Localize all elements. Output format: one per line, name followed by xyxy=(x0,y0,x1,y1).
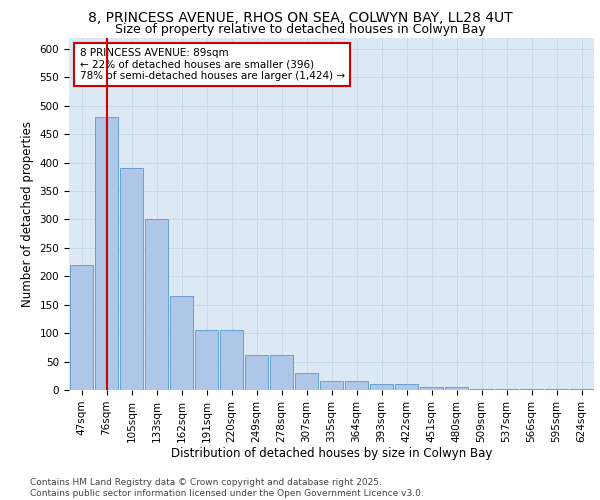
Bar xyxy=(545,389,568,390)
Bar xyxy=(295,373,319,390)
Bar xyxy=(119,168,143,390)
Bar xyxy=(245,355,268,390)
Bar xyxy=(70,265,94,390)
Bar xyxy=(95,117,118,390)
Text: 8, PRINCESS AVENUE, RHOS ON SEA, COLWYN BAY, LL28 4UT: 8, PRINCESS AVENUE, RHOS ON SEA, COLWYN … xyxy=(88,11,512,25)
Bar xyxy=(220,330,244,390)
Bar xyxy=(494,389,518,390)
Bar xyxy=(170,296,193,390)
Text: 8 PRINCESS AVENUE: 89sqm
← 22% of detached houses are smaller (396)
78% of semi-: 8 PRINCESS AVENUE: 89sqm ← 22% of detach… xyxy=(79,48,344,82)
Bar xyxy=(370,384,394,390)
Bar xyxy=(445,387,469,390)
Bar xyxy=(344,382,368,390)
Bar xyxy=(320,382,343,390)
Bar xyxy=(194,330,218,390)
Bar xyxy=(269,355,293,390)
Bar xyxy=(145,220,169,390)
Text: Size of property relative to detached houses in Colwyn Bay: Size of property relative to detached ho… xyxy=(115,22,485,36)
Bar xyxy=(569,389,593,390)
Text: Contains HM Land Registry data © Crown copyright and database right 2025.
Contai: Contains HM Land Registry data © Crown c… xyxy=(30,478,424,498)
X-axis label: Distribution of detached houses by size in Colwyn Bay: Distribution of detached houses by size … xyxy=(171,448,492,460)
Bar xyxy=(395,384,418,390)
Bar xyxy=(419,387,443,390)
Y-axis label: Number of detached properties: Number of detached properties xyxy=(21,120,34,306)
Bar xyxy=(520,389,544,390)
Bar xyxy=(470,389,493,390)
